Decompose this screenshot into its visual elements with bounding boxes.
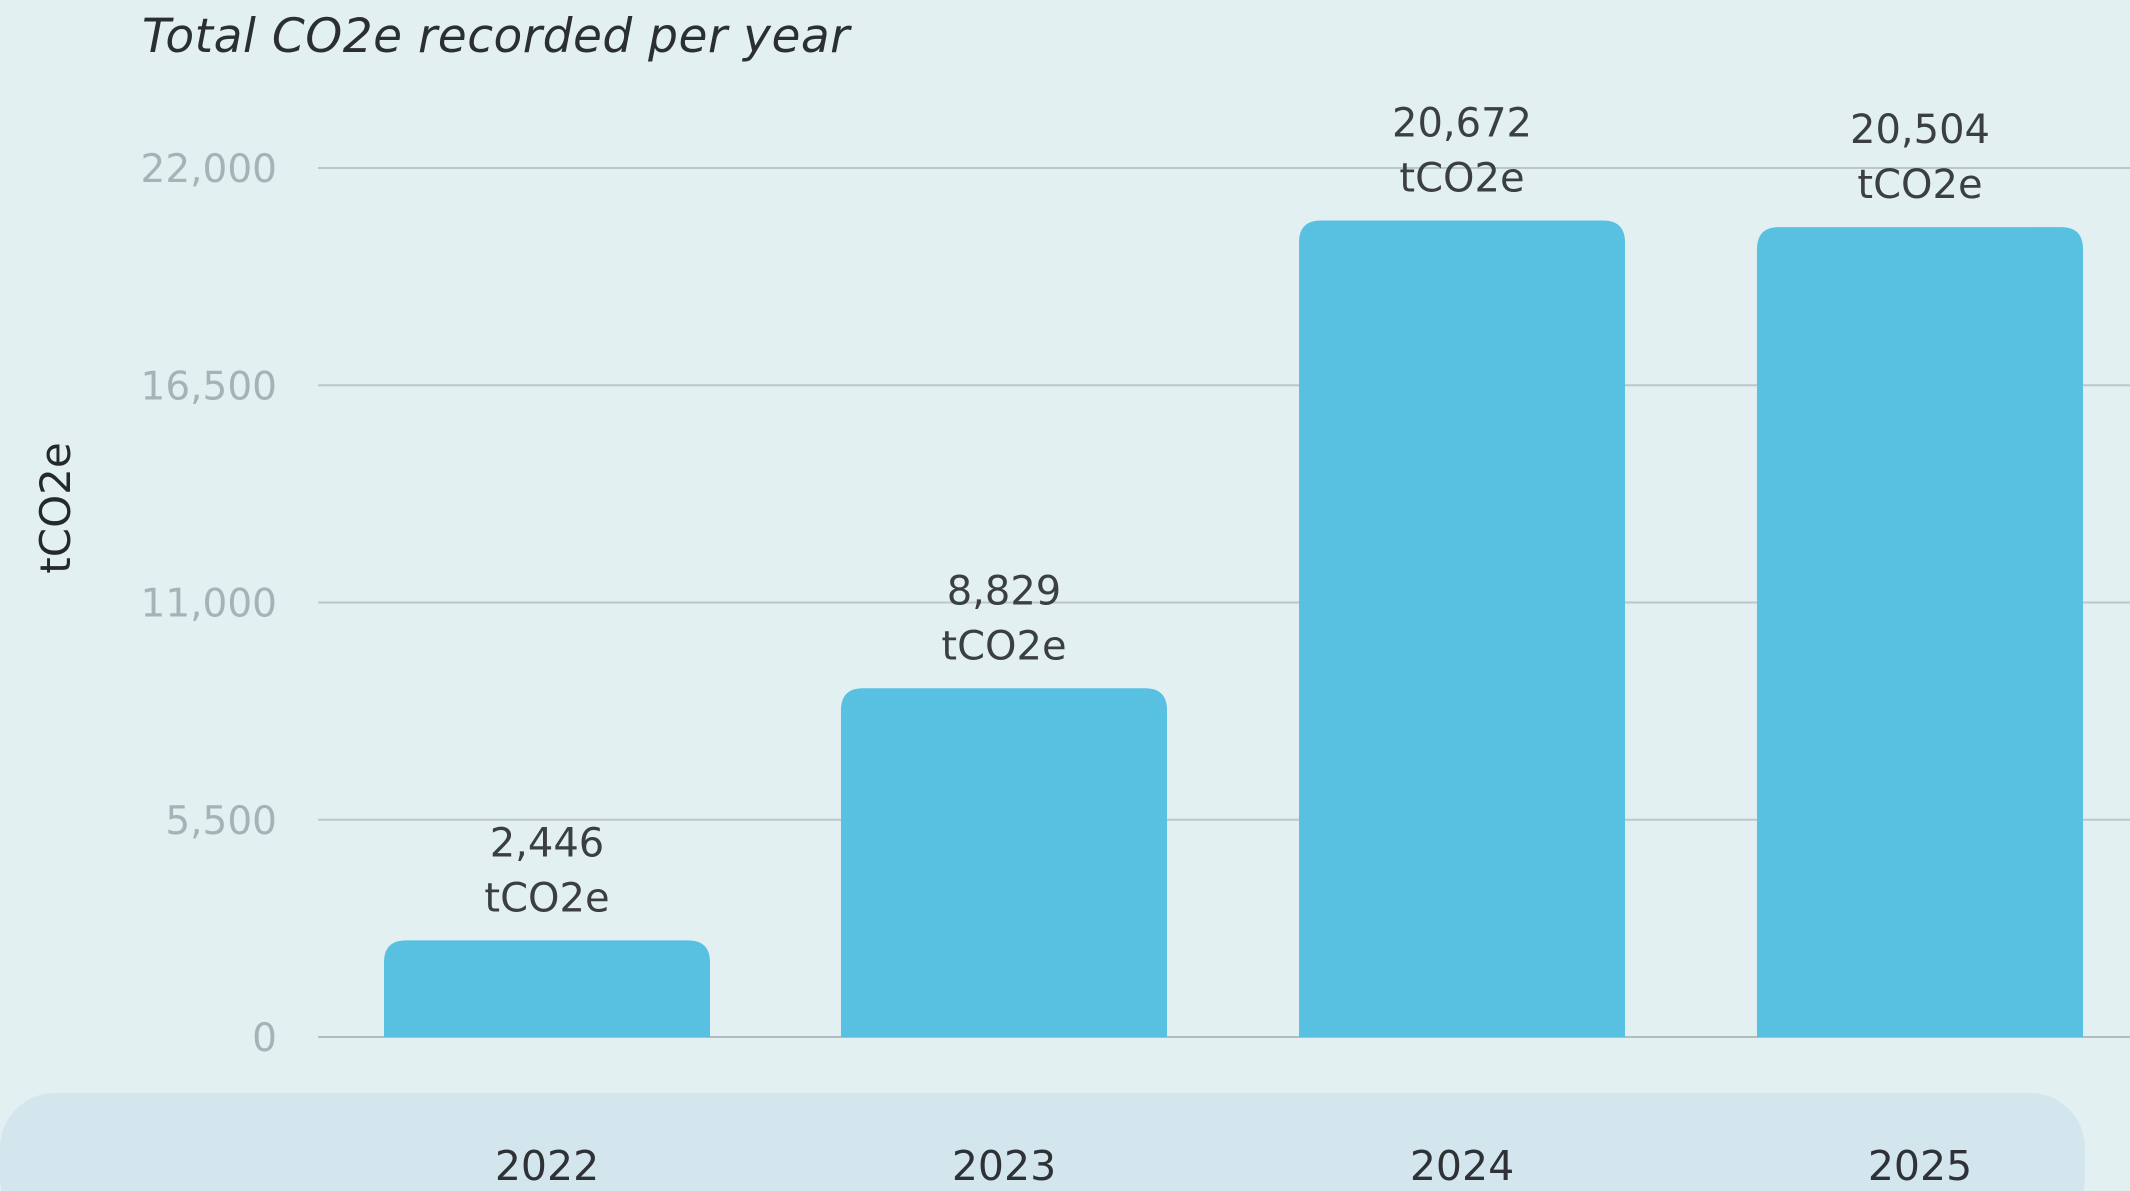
data-label-value-2024: 20,672 [1392,100,1532,146]
y-tick-label: 16,500 [141,364,277,409]
y-tick-label: 22,000 [141,147,277,192]
x-tick-label-2022: 2022 [495,1142,599,1190]
data-label-unit-2022: tCO2e [484,875,609,921]
y-tick-label: 11,000 [141,582,277,627]
y-axis-ticks: 0 5,500 11,000 16,500 22,000 [141,147,277,1061]
data-label-unit-2023: tCO2e [941,623,1066,669]
y-tick-label: 5,500 [165,799,277,844]
bar-2024 [1299,220,1625,1037]
bar-2022 [384,940,710,1037]
x-tick-label-2023: 2023 [952,1142,1056,1190]
data-label-value-2025: 20,504 [1850,107,1990,153]
data-label-value-2022: 2,446 [490,820,605,866]
data-label-unit-2025: tCO2e [1857,162,1982,208]
x-axis-band [0,1093,2085,1191]
x-tick-label-2025: 2025 [1868,1142,1972,1190]
x-tick-label-2024: 2024 [1410,1142,1514,1190]
bar-2023 [841,688,1167,1037]
data-label-value-2023: 8,829 [947,568,1062,614]
y-tick-label: 0 [252,1016,277,1061]
bars [384,220,2083,1038]
x-axis-ticks: 2022 2023 2024 2025 [495,1142,1972,1190]
data-labels: 2,446 tCO2e 8,829 tCO2e 20,672 tCO2e 20,504 tCO… [484,100,1990,921]
y-axis-label: tCO2e [31,442,80,573]
bar-2025 [1757,227,2083,1038]
data-label-unit-2024: tCO2e [1399,155,1524,201]
chart-title: Total CO2e recorded per year [142,9,852,64]
